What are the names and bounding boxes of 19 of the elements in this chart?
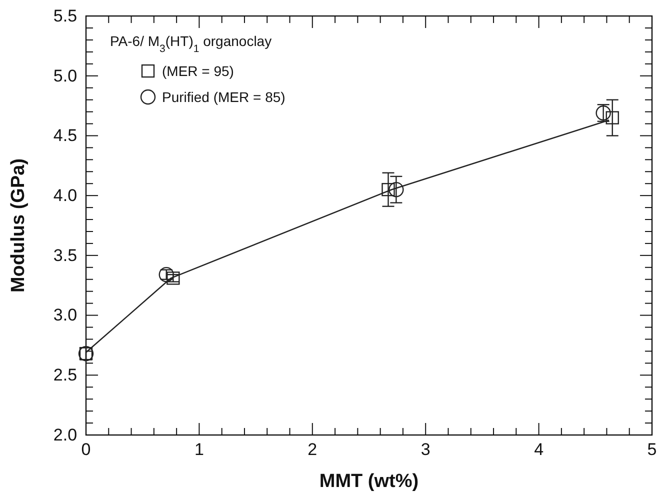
y-tick-label: 5.0 xyxy=(53,66,78,86)
x-tick-label: 1 xyxy=(194,440,204,459)
legend-title: PA-6/ M$_{3}$(HT)$_{1}$ organoclay xyxy=(110,33,272,55)
x-tick-label: 3 xyxy=(420,440,430,459)
y-tick-label: 5.5 xyxy=(53,6,78,26)
y-tick-label: 2.5 xyxy=(53,366,78,385)
y-tick-label: 3.0 xyxy=(53,306,78,325)
y-axis-title: Modulus (GPa) xyxy=(8,158,29,293)
x-tick-label: 2 xyxy=(308,440,318,459)
y-tick-label: 2.0 xyxy=(53,425,78,444)
y-tick-label: 3.5 xyxy=(53,246,78,265)
x-axis-title: MMT (wt%) xyxy=(319,471,419,492)
x-tick-label: 0 xyxy=(81,440,91,459)
x-tick-label: 4 xyxy=(534,440,544,459)
y-tick-label: 4.5 xyxy=(53,126,78,146)
x-tick-label: 5 xyxy=(647,440,657,459)
y-tick-label: 4.0 xyxy=(53,186,78,206)
legend-label: (MER = 95) xyxy=(162,63,234,79)
legend-label: Purified (MER = 85) xyxy=(162,89,286,105)
